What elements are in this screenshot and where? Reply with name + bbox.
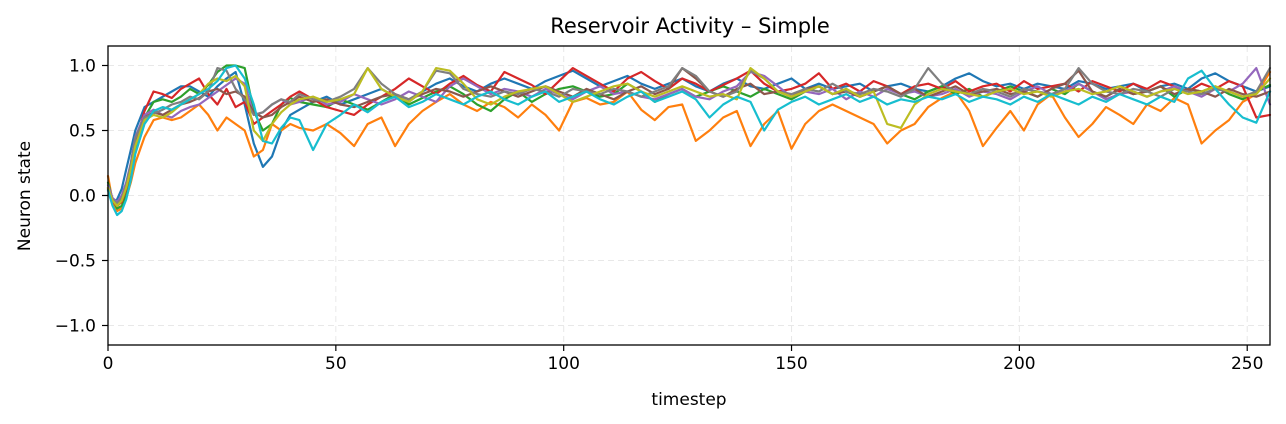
- x-tick-label: 100: [547, 354, 579, 374]
- x-tick-label: 200: [1003, 354, 1035, 374]
- series-line-9: [106, 64, 1272, 217]
- y-tick-label: −0.5: [55, 252, 96, 272]
- x-tick-label: 150: [775, 354, 807, 374]
- series-line-3: [106, 64, 1272, 210]
- chart-title: Reservoir Activity – Simple: [550, 14, 830, 38]
- axis-ticks: 0 50 100 150 200 250 −1.0 −0.5 0.0 0.5 1.0: [55, 57, 1264, 375]
- x-axis-label: timestep: [651, 390, 726, 410]
- x-tick-label: 0: [103, 354, 114, 374]
- y-axis-label: Neuron state: [15, 141, 35, 251]
- series-line-1: [106, 69, 1272, 204]
- series-line-8: [106, 66, 1272, 207]
- y-tick-label: 0.0: [69, 187, 96, 207]
- y-tick-label: 0.5: [69, 122, 96, 142]
- y-tick-label: 1.0: [69, 57, 96, 77]
- y-tick-label: −1.0: [55, 317, 96, 337]
- series-line-6: [106, 66, 1272, 206]
- series-line-2: [106, 70, 1272, 213]
- series-group: [106, 64, 1272, 217]
- x-tick-label: 250: [1231, 354, 1263, 374]
- grid: [107, 46, 1270, 345]
- x-tick-label: 50: [325, 354, 347, 374]
